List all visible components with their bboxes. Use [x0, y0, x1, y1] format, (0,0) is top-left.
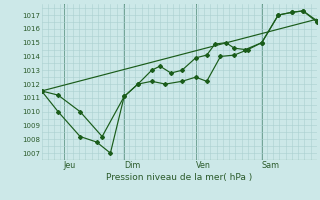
X-axis label: Pression niveau de la mer( hPa ): Pression niveau de la mer( hPa )	[106, 173, 252, 182]
